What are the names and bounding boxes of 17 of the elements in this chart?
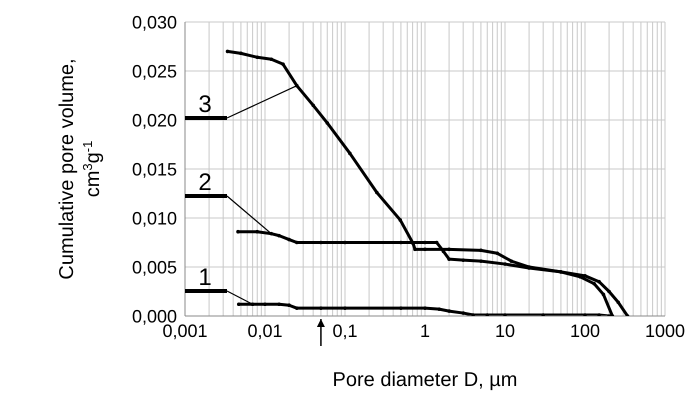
- y-tick-label: 0,030: [132, 12, 177, 32]
- y-tick-label: 0,025: [132, 61, 177, 82]
- x-tick-label: 0,01: [247, 320, 283, 341]
- y-tick-label: 0,010: [132, 208, 177, 228]
- y-tick-label: 0,005: [132, 257, 177, 278]
- y-tick-label: 0,000: [132, 306, 177, 326]
- y-tick-label: 0,015: [132, 159, 177, 180]
- x-tick-label: 1000: [644, 320, 686, 341]
- x-tick-label: 1: [420, 320, 430, 341]
- series-label: 2: [198, 169, 212, 196]
- series-label: 1: [198, 264, 212, 291]
- x-tick-label: 10: [494, 320, 516, 341]
- legend-label: 3: [198, 91, 212, 118]
- x-tick-label: 0,1: [332, 320, 358, 341]
- x-tick-label: 100: [570, 320, 600, 341]
- x-axis-title: Pore diameter D, µm: [332, 369, 518, 391]
- y-tick-label: 0,020: [132, 110, 177, 130]
